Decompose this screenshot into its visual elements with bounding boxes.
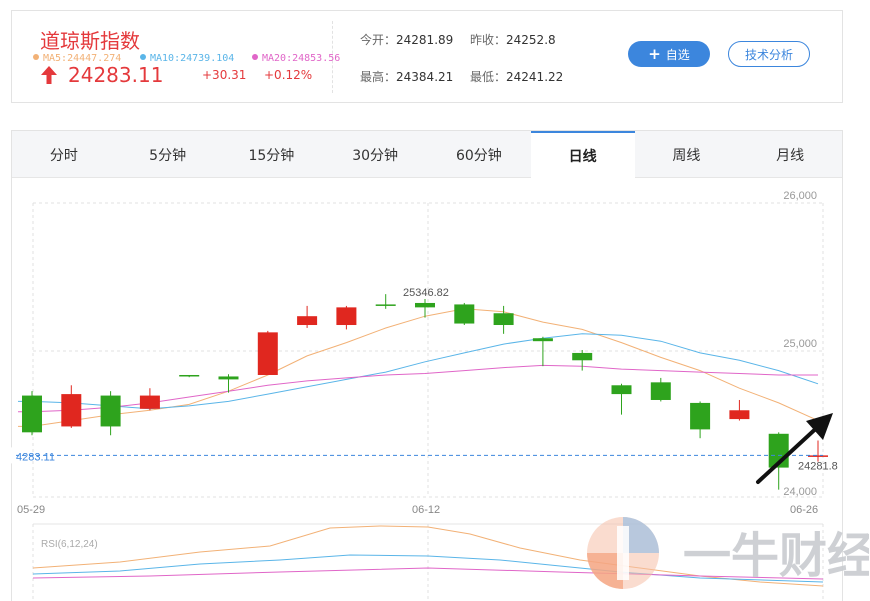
tab-7[interactable]: 月线 [776,147,805,164]
tab-2[interactable]: 15分钟 [248,147,295,164]
technical-analysis-button[interactable]: 技术分析 [728,41,810,67]
ma-line-ma5 [18,308,819,427]
last-close-label: 24281.8 [798,460,838,472]
high-annotation: 25346.82 [403,287,449,299]
candle-body[interactable] [179,374,200,377]
trend-arrow-head-icon [806,413,833,440]
ma20-legend-label: MA20:24853.56 [262,53,341,64]
divider [332,21,333,93]
candle-body[interactable] [22,395,42,433]
x-tick-label: 06-12 [412,504,440,516]
ma20-legend: MA20:24853.56 [252,53,340,64]
y-tick-label: 26,000 [783,190,817,202]
ma20-dot [252,54,258,60]
candle-body[interactable] [611,385,632,395]
high-label: 最高： [360,70,397,84]
chart-panel: 分时 5分钟 15分钟 30分钟 60分钟 日线 周线 月线 [11,130,843,601]
yiniu-logo: 一牛财经 [587,517,869,589]
y-tick-label: 25,000 [783,338,817,350]
candle-body[interactable] [139,395,160,409]
tab-3[interactable]: 30分钟 [352,147,399,164]
add-favorite-label: 自选 [665,47,690,62]
low-label: 最低： [470,70,507,84]
current-price: 24283.11 [68,63,164,87]
up-arrow-icon [41,66,57,84]
trend-arrow-shaft [756,421,824,484]
price-change: +30.31 [202,68,247,82]
ma5-dot [33,54,39,60]
tab-4[interactable]: 60分钟 [455,147,502,164]
prev-close-field: 昨收：24252.8 [470,31,556,48]
rsi-line-6 [32,525,824,587]
candle-body[interactable] [218,376,239,380]
index-name[interactable]: 道琼斯指数 [40,29,140,53]
price-change-percent: +0.12% [264,68,313,82]
x-tick-label: 06-26 [790,504,818,516]
candle-body[interactable] [729,410,750,420]
ma10-legend: MA10:24739.104 [140,53,234,64]
candle-body[interactable] [808,455,828,457]
tab-5[interactable]: 日线 [530,131,635,179]
ma10-dot [140,54,146,60]
candle-body[interactable] [297,316,318,326]
watermark-text: 一牛财经 [683,528,869,584]
candle-body[interactable] [415,302,435,308]
candle-body[interactable] [61,394,82,427]
high-field: 最高：24384.21 [360,68,453,85]
candle-body[interactable] [336,307,357,326]
low-field: 最低：24241.22 [470,68,563,85]
open-label: 今开： [360,33,397,47]
y-tick-label: 24,000 [783,486,817,498]
candle-body[interactable] [572,352,593,361]
candle-body[interactable] [690,402,711,430]
open-value: 24281.89 [396,33,454,47]
period-tabs: 分时 5分钟 15分钟 30分钟 60分钟 日线 周线 月线 [12,131,842,179]
ma10-legend-label: MA10:24739.104 [150,53,235,64]
rsi-label: RSI(6,12,24) [41,539,98,550]
add-favorite-button[interactable]: + 自选 [628,41,710,67]
candle-body[interactable] [650,382,671,400]
last-price-label: 4283.11 [16,451,55,463]
tab-6[interactable]: 周线 [672,147,701,164]
ma-line-ma10 [18,333,819,410]
candle-body[interactable] [257,332,278,375]
prev-close-label: 昨收： [470,33,507,47]
high-value: 24384.21 [396,70,454,84]
open-field: 今开：24281.89 [360,31,453,48]
candle-body[interactable] [100,395,121,427]
plus-icon: + [648,44,661,63]
tab-0[interactable]: 分时 [49,147,78,164]
ma5-legend-label: MA5:24447.274 [43,53,122,64]
candle-body[interactable] [454,304,475,324]
low-value: 24241.22 [506,70,564,84]
ma5-legend: MA5:24447.274 [33,53,121,64]
prev-close-value: 24252.8 [506,33,556,47]
candle-body[interactable] [375,304,396,306]
x-tick-label: 05-29 [17,504,45,516]
tab-1[interactable]: 5分钟 [149,147,187,164]
ma-line-ma20 [18,364,818,413]
label-clip [0,447,16,464]
candle-body[interactable] [493,313,514,326]
candle-body[interactable] [532,338,553,342]
rsi-line-24 [32,567,824,580]
quote-header: 道琼斯指数 24283.11 +30.31 +0.12% 今开：24281.89… [11,10,843,103]
